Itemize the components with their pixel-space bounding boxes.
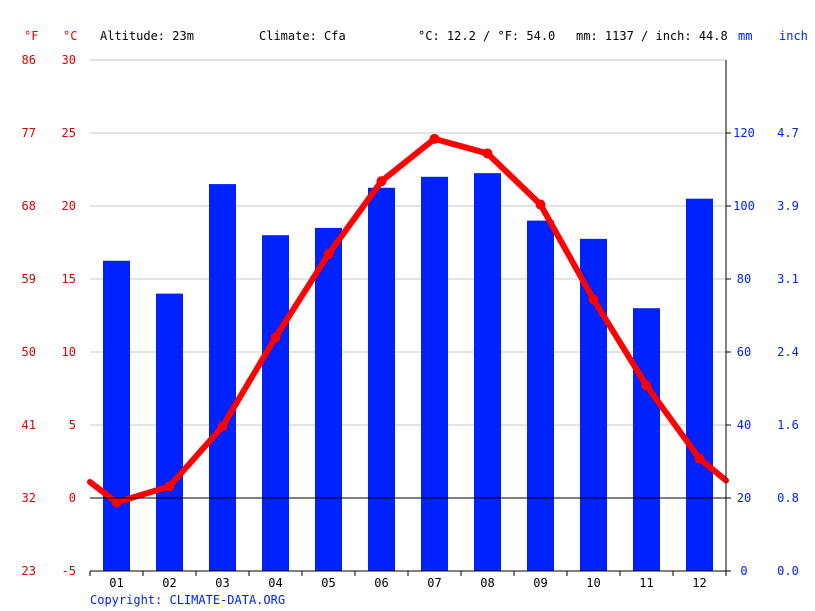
mm-tick-label: 80	[737, 272, 751, 286]
fahrenheit-tick-label: 32	[22, 491, 36, 505]
inch-tick-label: 2.4	[777, 345, 799, 359]
precipitation-bar-06	[368, 187, 395, 571]
temperature-line-path	[87, 135, 729, 506]
chart-axes	[89, 60, 731, 576]
temperature-point-09	[535, 199, 546, 210]
temperature-point-08	[482, 148, 493, 159]
mm-tick-label: 100	[733, 199, 755, 213]
precipitation-bar-04	[262, 235, 289, 571]
inch-tick-label: 4.7	[777, 126, 799, 140]
precipitation-bar-03	[209, 184, 236, 571]
month-tick-label: 07	[427, 576, 441, 590]
precipitation-bar-07	[421, 176, 448, 572]
inch-tick-label: 3.1	[777, 272, 799, 286]
precipitation-bar-08	[474, 173, 501, 571]
celsius-tick-label: 20	[62, 199, 76, 213]
month-tick-label: 01	[109, 576, 123, 590]
mm-tick-label: 20	[737, 491, 751, 505]
mm-tick-label: 60	[737, 345, 751, 359]
precipitation-bar-02	[156, 293, 183, 571]
month-tick-label: 10	[586, 576, 600, 590]
celsius-tick-label: -5	[62, 564, 76, 578]
month-tick-label: 06	[374, 576, 388, 590]
tick-labels: 23 -5 32 0 41 5 50 10 59 15 68 20 77 25 86 30 0 0.0 20 0.8 4…	[22, 53, 799, 590]
fahrenheit-tick-label: 77	[22, 126, 36, 140]
celsius-tick-label: 30	[62, 53, 76, 67]
temperature-point-02	[164, 481, 175, 492]
precipitation-bar-11	[633, 308, 660, 571]
inch-tick-label: 0.8	[777, 491, 799, 505]
precipitation-bar-09	[527, 220, 554, 571]
temperature-point-01	[111, 497, 122, 508]
temperature-point-12	[694, 453, 705, 464]
celsius-tick-label: 5	[69, 418, 76, 432]
unit-mm-label: mm	[738, 29, 752, 43]
celsius-tick-label: 25	[62, 126, 76, 140]
precipitation-bar-01	[103, 260, 130, 571]
precipitation-bar-12	[686, 198, 713, 571]
temperature-point-03	[217, 421, 228, 432]
month-tick-label: 12	[692, 576, 706, 590]
temperature-point-05	[323, 249, 334, 260]
celsius-tick-label: 10	[62, 345, 76, 359]
fahrenheit-tick-label: 68	[22, 199, 36, 213]
fahrenheit-tick-label: 41	[22, 418, 36, 432]
month-tick-label: 11	[639, 576, 653, 590]
precipitation-bar-10	[580, 238, 607, 571]
grid-lines	[90, 59, 726, 426]
precipitation-total-label: mm: 1137 / inch: 44.8	[576, 29, 728, 43]
temperature-line	[87, 133, 729, 508]
mm-tick-label: 40	[737, 418, 751, 432]
precipitation-bar-05	[315, 227, 342, 571]
fahrenheit-tick-label: 86	[22, 53, 36, 67]
month-tick-label: 09	[533, 576, 547, 590]
altitude-label: Altitude: 23m	[100, 29, 194, 43]
month-tick-label: 02	[162, 576, 176, 590]
temperature-point-10	[588, 294, 599, 305]
temperature-point-04	[270, 332, 281, 343]
mm-tick-label: 120	[733, 126, 755, 140]
average-temperature-label: °C: 12.2 / °F: 54.0	[418, 29, 555, 43]
temperature-point-11	[641, 380, 652, 391]
mm-tick-label: 0	[740, 564, 747, 578]
inch-tick-label: 3.9	[777, 199, 799, 213]
fahrenheit-tick-label: 23	[22, 564, 36, 578]
month-tick-label: 04	[268, 576, 282, 590]
month-tick-label: 08	[480, 576, 494, 590]
copyright-label: Copyright: CLIMATE-DATA.ORG	[90, 593, 285, 607]
climate-label: Climate: Cfa	[259, 29, 346, 43]
celsius-tick-label: 15	[62, 272, 76, 286]
month-tick-label: 05	[321, 576, 335, 590]
unit-celsius-label: °C	[63, 29, 77, 43]
unit-inch-label: inch	[779, 29, 808, 43]
fahrenheit-tick-label: 50	[22, 345, 36, 359]
temperature-point-06	[376, 176, 387, 187]
unit-fahrenheit-label: °F	[24, 29, 38, 43]
celsius-tick-label: 0	[69, 491, 76, 505]
fahrenheit-tick-label: 59	[22, 272, 36, 286]
inch-tick-label: 1.6	[777, 418, 799, 432]
month-tick-label: 03	[215, 576, 229, 590]
precipitation-bars	[103, 173, 713, 572]
inch-tick-label: 0.0	[777, 564, 799, 578]
temperature-point-07	[429, 133, 440, 144]
